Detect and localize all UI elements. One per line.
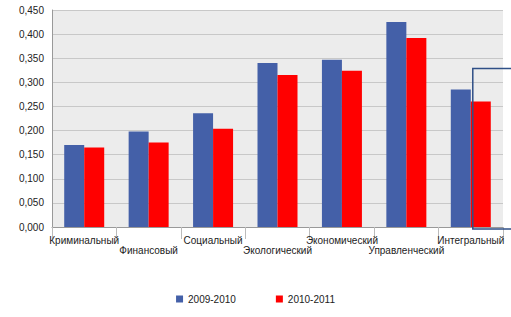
svg-text:2009-2010: 2009-2010 — [188, 294, 236, 305]
svg-text:Управленческий: Управленческий — [368, 245, 444, 256]
svg-text:0,000: 0,000 — [19, 222, 44, 233]
svg-text:Экономический: Экономический — [306, 235, 378, 246]
svg-text:0,050: 0,050 — [19, 197, 44, 208]
svg-text:0,100: 0,100 — [19, 173, 44, 184]
svg-text:0,150: 0,150 — [19, 149, 44, 160]
svg-text:0,300: 0,300 — [19, 77, 44, 88]
svg-text:Криминальный: Криминальный — [49, 235, 119, 246]
svg-text:2010-2011: 2010-2011 — [288, 294, 336, 305]
svg-text:0,250: 0,250 — [19, 101, 44, 112]
svg-text:0,200: 0,200 — [19, 125, 44, 136]
svg-text:Финансовый: Финансовый — [119, 245, 178, 256]
svg-text:0,400: 0,400 — [19, 29, 44, 40]
svg-text:0,450: 0,450 — [19, 5, 44, 16]
svg-text:Интегральный: Интегральный — [437, 235, 504, 246]
svg-text:0,350: 0,350 — [19, 53, 44, 64]
svg-text:Социальный: Социальный — [184, 235, 243, 246]
svg-text:Экологический: Экологический — [243, 245, 312, 256]
